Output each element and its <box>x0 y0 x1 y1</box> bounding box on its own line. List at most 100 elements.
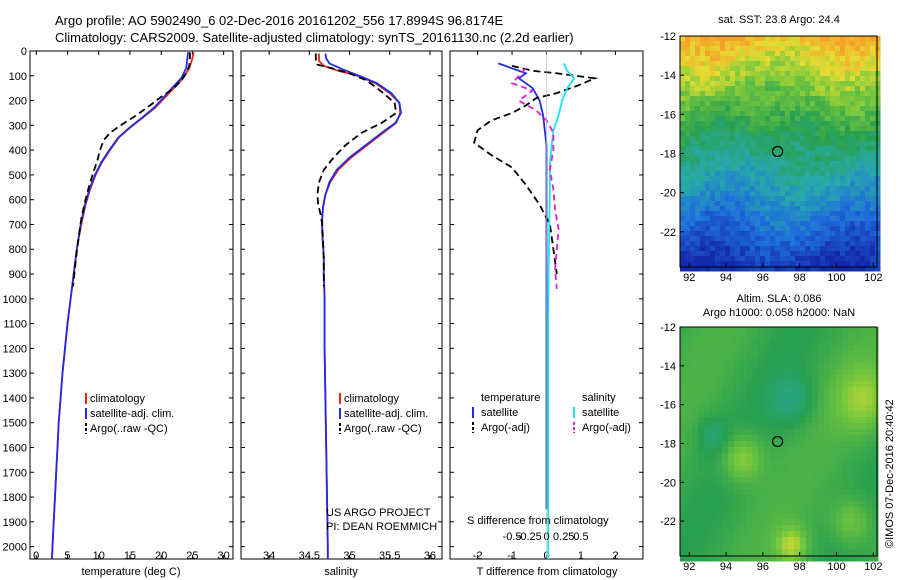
map-cell <box>780 221 786 227</box>
map-cell <box>750 146 756 152</box>
map-cell <box>685 221 691 227</box>
map-cell <box>705 56 711 62</box>
map-cell <box>716 369 723 376</box>
map-cell <box>735 236 741 242</box>
map-cell <box>825 211 831 217</box>
map-cell <box>820 191 826 197</box>
map-cell <box>692 381 699 388</box>
map-cell <box>788 375 795 382</box>
map-cell <box>866 351 873 358</box>
map-cell <box>850 96 856 102</box>
map-cell <box>698 345 705 352</box>
map-cell <box>820 111 826 117</box>
map-cell <box>685 111 691 117</box>
map-cell <box>825 226 831 232</box>
series-argo-raw-qc <box>314 53 398 287</box>
map-cell <box>795 96 801 102</box>
map-cell <box>750 51 756 57</box>
map-cell <box>870 226 876 232</box>
map-cell <box>680 537 687 544</box>
map-cell <box>758 333 765 340</box>
map-cell <box>760 46 766 52</box>
map-cell <box>800 36 806 42</box>
map-cell <box>770 191 776 197</box>
map-cell <box>740 46 746 52</box>
map-cell <box>842 327 849 334</box>
map-cell <box>740 201 746 207</box>
map-cell <box>820 241 826 247</box>
map-cell <box>728 387 735 394</box>
map-cell <box>850 161 856 167</box>
map-cell <box>764 387 771 394</box>
map-cell <box>740 369 747 376</box>
map-cell <box>855 141 861 147</box>
map-cell <box>805 106 811 112</box>
map-cell <box>710 196 716 202</box>
map-cell <box>820 226 826 232</box>
map-cell <box>722 345 729 352</box>
map-cell <box>725 116 731 122</box>
map-cell <box>785 246 791 252</box>
map-cell <box>770 495 777 502</box>
map-cell <box>715 56 721 62</box>
map-cell <box>710 186 716 192</box>
map-cell <box>710 216 716 222</box>
map-cell <box>765 236 771 242</box>
map-cell <box>722 525 729 532</box>
map-cell <box>734 465 741 472</box>
map-cell <box>680 51 686 57</box>
map-cell <box>728 471 735 478</box>
map-cell <box>800 465 807 472</box>
map-cell <box>725 131 731 137</box>
map-cell <box>722 363 729 370</box>
map-cell <box>764 513 771 520</box>
map-cell <box>755 266 761 272</box>
map-cell <box>875 266 881 272</box>
map-cell <box>835 46 841 52</box>
map-cell <box>812 399 819 406</box>
map-cell <box>830 477 837 484</box>
map-cell <box>698 369 705 376</box>
map-cell <box>715 141 721 147</box>
map-cell <box>705 266 711 272</box>
map-cell <box>690 81 696 87</box>
map-cell <box>835 156 841 162</box>
map-cell <box>794 513 801 520</box>
map-cell <box>842 543 849 550</box>
map-cell <box>800 46 806 52</box>
map-cell <box>695 251 701 257</box>
map-cell <box>866 405 873 412</box>
map-cell <box>740 96 746 102</box>
map-cell <box>685 131 691 137</box>
map-cell <box>806 393 813 400</box>
map-cell <box>842 525 849 532</box>
map-cell <box>775 161 781 167</box>
map-cell <box>698 537 705 544</box>
map-cell <box>680 513 687 520</box>
map-cell <box>825 126 831 132</box>
map-cell <box>800 477 807 484</box>
map-cell <box>794 447 801 454</box>
map-cell <box>740 555 747 562</box>
map-cell <box>800 429 807 436</box>
map-cell <box>716 459 723 466</box>
map-cell <box>830 387 837 394</box>
map-cell <box>704 327 711 334</box>
map-cell <box>806 411 813 418</box>
x-tick-label: 0 <box>33 550 39 562</box>
map-cell <box>820 106 826 112</box>
map-cell <box>685 151 691 157</box>
map-cell <box>805 206 811 212</box>
map-cell <box>740 537 747 544</box>
map-cell <box>780 76 786 82</box>
map-cell <box>685 126 691 132</box>
map-cell <box>770 76 776 82</box>
map-cell <box>840 121 846 127</box>
map-cell <box>715 196 721 202</box>
map-cell <box>840 216 846 222</box>
map-cell <box>764 333 771 340</box>
map-cell <box>750 96 756 102</box>
map-cell <box>845 81 851 87</box>
map-cell <box>820 66 826 72</box>
map-cell <box>810 266 816 272</box>
